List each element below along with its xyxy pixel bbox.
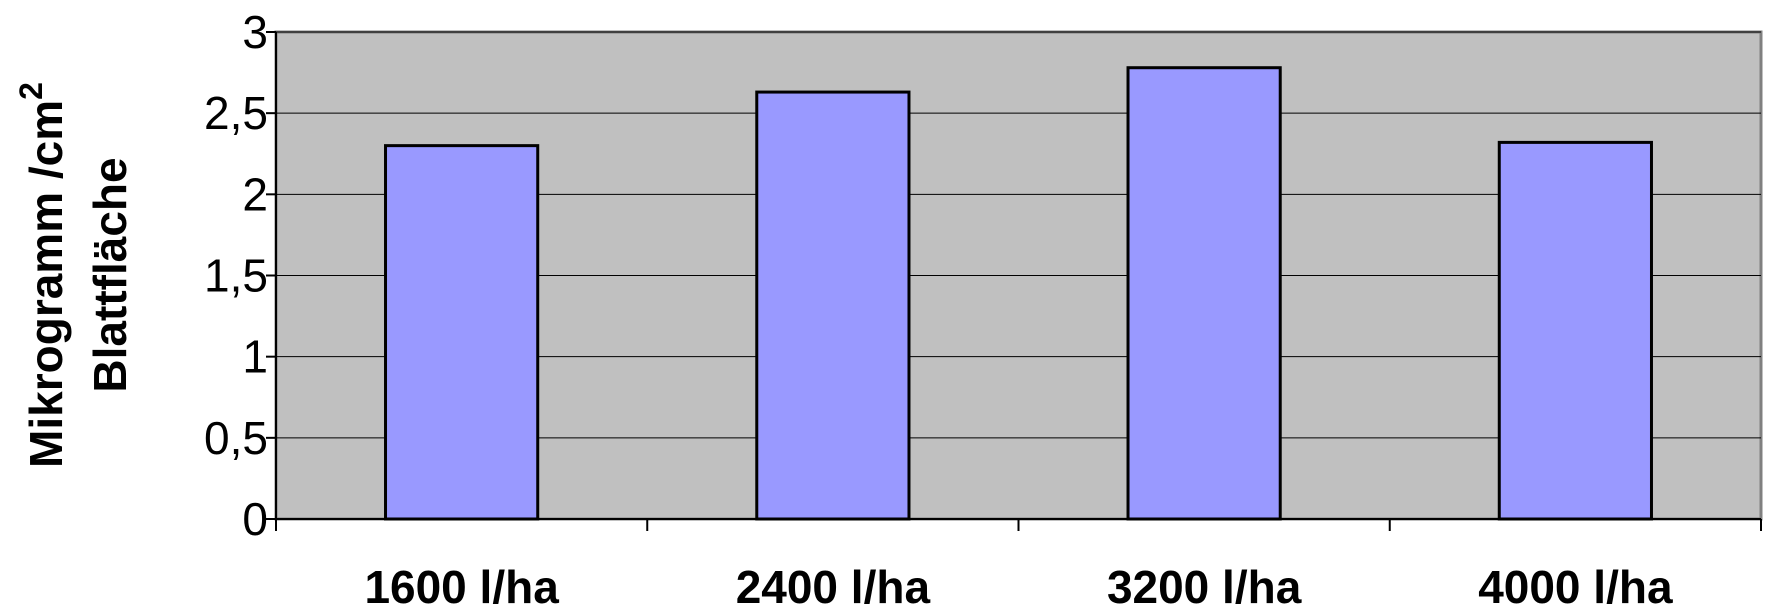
- y-tick-label: 1: [242, 331, 268, 383]
- y-axis-title: Mikrogramm /cm2 Blattfläche: [13, 82, 136, 468]
- x-tick-label: 2400 l/ha: [736, 561, 931, 613]
- x-tick-label: 3200 l/ha: [1107, 561, 1302, 613]
- bar: [755, 90, 911, 521]
- x-axis: [275, 518, 1762, 531]
- y-axis: [266, 31, 277, 520]
- bar: [1497, 140, 1653, 521]
- y-tick-label: 1,5: [204, 250, 268, 302]
- y-tick-label: 2,5: [204, 87, 268, 139]
- x-tick-label: 1600 l/ha: [364, 561, 559, 613]
- x-tick-label: 4000 l/ha: [1478, 561, 1673, 613]
- y-tick-label: 3: [242, 6, 268, 58]
- x-tick-labels: 1600 l/ha 2400 l/ha 3200 l/ha 4000 l/ha: [364, 561, 1673, 613]
- y-tick-label: 0,5: [204, 412, 268, 464]
- y-axis-title-line1: Mikrogramm /cm2: [13, 82, 72, 468]
- y-tick-labels: 0 0,5 1 1,5 2 2,5 3: [204, 6, 268, 545]
- bars: [384, 66, 1653, 521]
- y-axis-title-line2: Blattfläche: [84, 157, 136, 392]
- bar: [1126, 66, 1282, 521]
- bar: [384, 144, 540, 521]
- y-tick-label: 2: [242, 168, 268, 220]
- y-axis-title-superscript: 2: [13, 82, 49, 100]
- y-tick-label: 0: [242, 493, 268, 545]
- y-axis-title-text: Mikrogramm /cm: [20, 100, 72, 468]
